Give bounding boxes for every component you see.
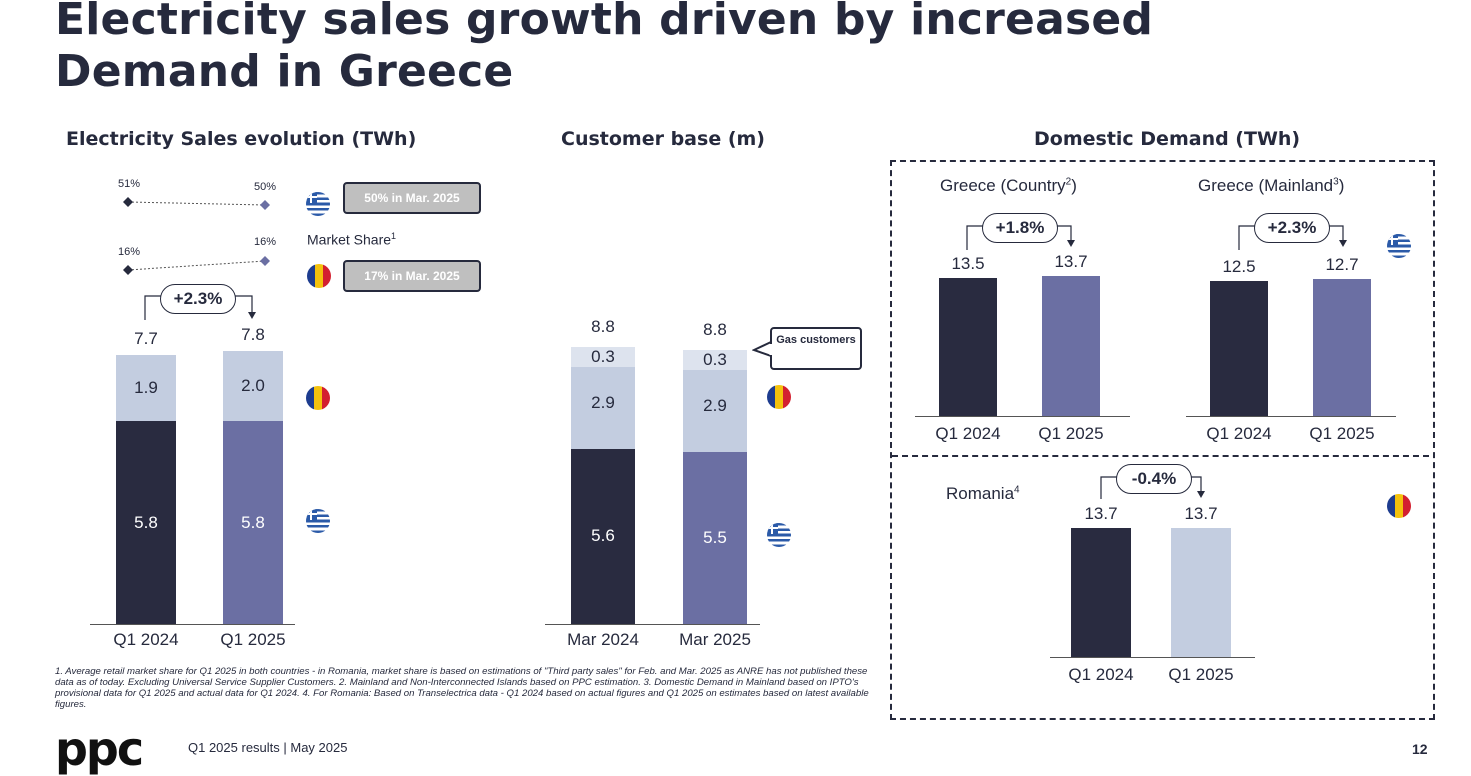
- bar-segment: 5.8: [223, 421, 283, 624]
- page-title: Electricity sales growth driven by incre…: [55, 0, 1154, 97]
- market-share-greece-line: [127, 201, 266, 206]
- chart-baseline: [915, 416, 1130, 417]
- market-share-romania-callout: 17% in Mar. 2025: [343, 260, 481, 292]
- domestic-demand-divider: [892, 455, 1429, 457]
- chart-title-domestic-demand: Domestic Demand (TWh): [1034, 128, 1301, 150]
- romania-flag-icon: [307, 264, 331, 288]
- bar-segment: 2.9: [683, 361, 747, 452]
- greece-flag-icon: [767, 523, 791, 547]
- growth-badge-romania: -0.4%: [1116, 464, 1192, 494]
- footer-text: Q1 2025 results | May 2025: [188, 740, 348, 755]
- growth-badge-greece-country: +1.8%: [982, 213, 1058, 243]
- x-tick-label: Mar 2025: [679, 630, 751, 649]
- bar-segment-label: 0.3: [683, 350, 747, 371]
- ppc-logo: ppc: [55, 722, 144, 776]
- bar-segment: 1.9: [116, 354, 176, 421]
- romania-flag-icon: [1387, 494, 1411, 518]
- market-share-label: Market Share1: [307, 231, 397, 248]
- gas-customers-callout: Gas customers: [770, 327, 862, 370]
- panel-label-greece-country: Greece (Country2): [940, 176, 1077, 195]
- growth-arrow-electricity: [144, 295, 256, 320]
- x-tick-label: Q1 2024: [1068, 665, 1134, 684]
- x-tick-label: Q1 2025: [1038, 424, 1104, 443]
- bar-segment: 2.9: [571, 357, 635, 449]
- bar-segment: 5.5: [683, 451, 747, 624]
- greece-flag-icon: [1387, 234, 1411, 258]
- market-share-romania-marker-2024: [123, 265, 133, 275]
- x-tick-label: Mar 2024: [567, 630, 639, 649]
- romania-flag-icon: [767, 385, 791, 409]
- chart-title-electricity-sales: Electricity Sales evolution (TWh): [66, 128, 417, 150]
- market-share-romania-marker-2025: [260, 256, 270, 266]
- bar-value-label: 13.7: [1084, 504, 1118, 524]
- chart-title-customer-base: Customer base (m): [561, 128, 765, 150]
- bar-total-label: 8.8: [703, 320, 727, 340]
- market-share-greece-marker-2025: [260, 200, 270, 210]
- market-share-romania-2024: 16%: [118, 246, 141, 258]
- market-share-romania-2025: 16%: [254, 236, 277, 248]
- page-number: 12: [1412, 741, 1428, 757]
- x-tick-label: Q1 2025: [220, 630, 286, 649]
- bar-value-label: 13.7: [1054, 252, 1088, 272]
- greece-flag-icon: [306, 192, 330, 216]
- growth-badge-electricity: +2.3%: [160, 284, 236, 314]
- bar-segment-label: 0.3: [571, 346, 635, 367]
- growth-arrow-greece-mainland: [1238, 225, 1347, 250]
- market-share-greece-marker-2024: [123, 197, 133, 207]
- chart-baseline: [1050, 657, 1255, 658]
- bar-total-label: 8.8: [591, 316, 615, 336]
- bar-value-label: 12.5: [1222, 257, 1256, 276]
- footnote: 1. Average retail market share for Q1 20…: [55, 666, 869, 710]
- chart-baseline: [1186, 416, 1396, 417]
- greece-flag-icon: [306, 509, 330, 533]
- bar-total-label: 7.7: [134, 328, 158, 348]
- x-tick-label: Q1 2024: [113, 630, 179, 649]
- bar-segment: 2.0: [223, 351, 283, 421]
- market-share-lines: [123, 197, 270, 275]
- chart-baseline: [90, 624, 295, 625]
- growth-arrow-greece-country: [966, 225, 1075, 250]
- chart-baseline: [545, 624, 760, 625]
- bar-value-label: 13.5: [951, 254, 985, 274]
- bar-total-label: 7.8: [241, 325, 265, 344]
- x-tick-label: Q1 2025: [1309, 424, 1375, 443]
- bar: [1313, 278, 1371, 416]
- market-share-romania-line: [127, 260, 266, 271]
- market-share-greece-callout: 50% in Mar. 2025: [343, 182, 481, 214]
- bar: [1171, 528, 1231, 657]
- growth-badge-greece-mainland: +2.3%: [1254, 213, 1330, 243]
- market-share-greece-2024: 51%: [118, 178, 141, 190]
- x-tick-label: Q1 2024: [1206, 424, 1272, 443]
- panel-label-greece-mainland: Greece (Mainland3): [1198, 176, 1345, 195]
- bar: [939, 278, 997, 416]
- bar-segment: 5.6: [571, 448, 635, 624]
- market-share-greece-2025: 50%: [254, 181, 277, 193]
- bar-value-label: 13.7: [1184, 504, 1218, 524]
- gas-callout-pointer: [752, 340, 772, 358]
- panel-label-romania: Romania4: [946, 484, 1020, 503]
- bar: [1071, 528, 1131, 657]
- bar-segment: 5.8: [116, 421, 176, 624]
- bar: [1210, 281, 1268, 416]
- bar: [1042, 276, 1100, 416]
- romania-flag-icon: [306, 386, 330, 410]
- x-tick-label: Q1 2025: [1168, 665, 1234, 684]
- x-tick-label: Q1 2024: [935, 424, 1001, 443]
- bar-value-label: 12.7: [1325, 254, 1359, 274]
- domestic-demand-frame: [890, 160, 1435, 720]
